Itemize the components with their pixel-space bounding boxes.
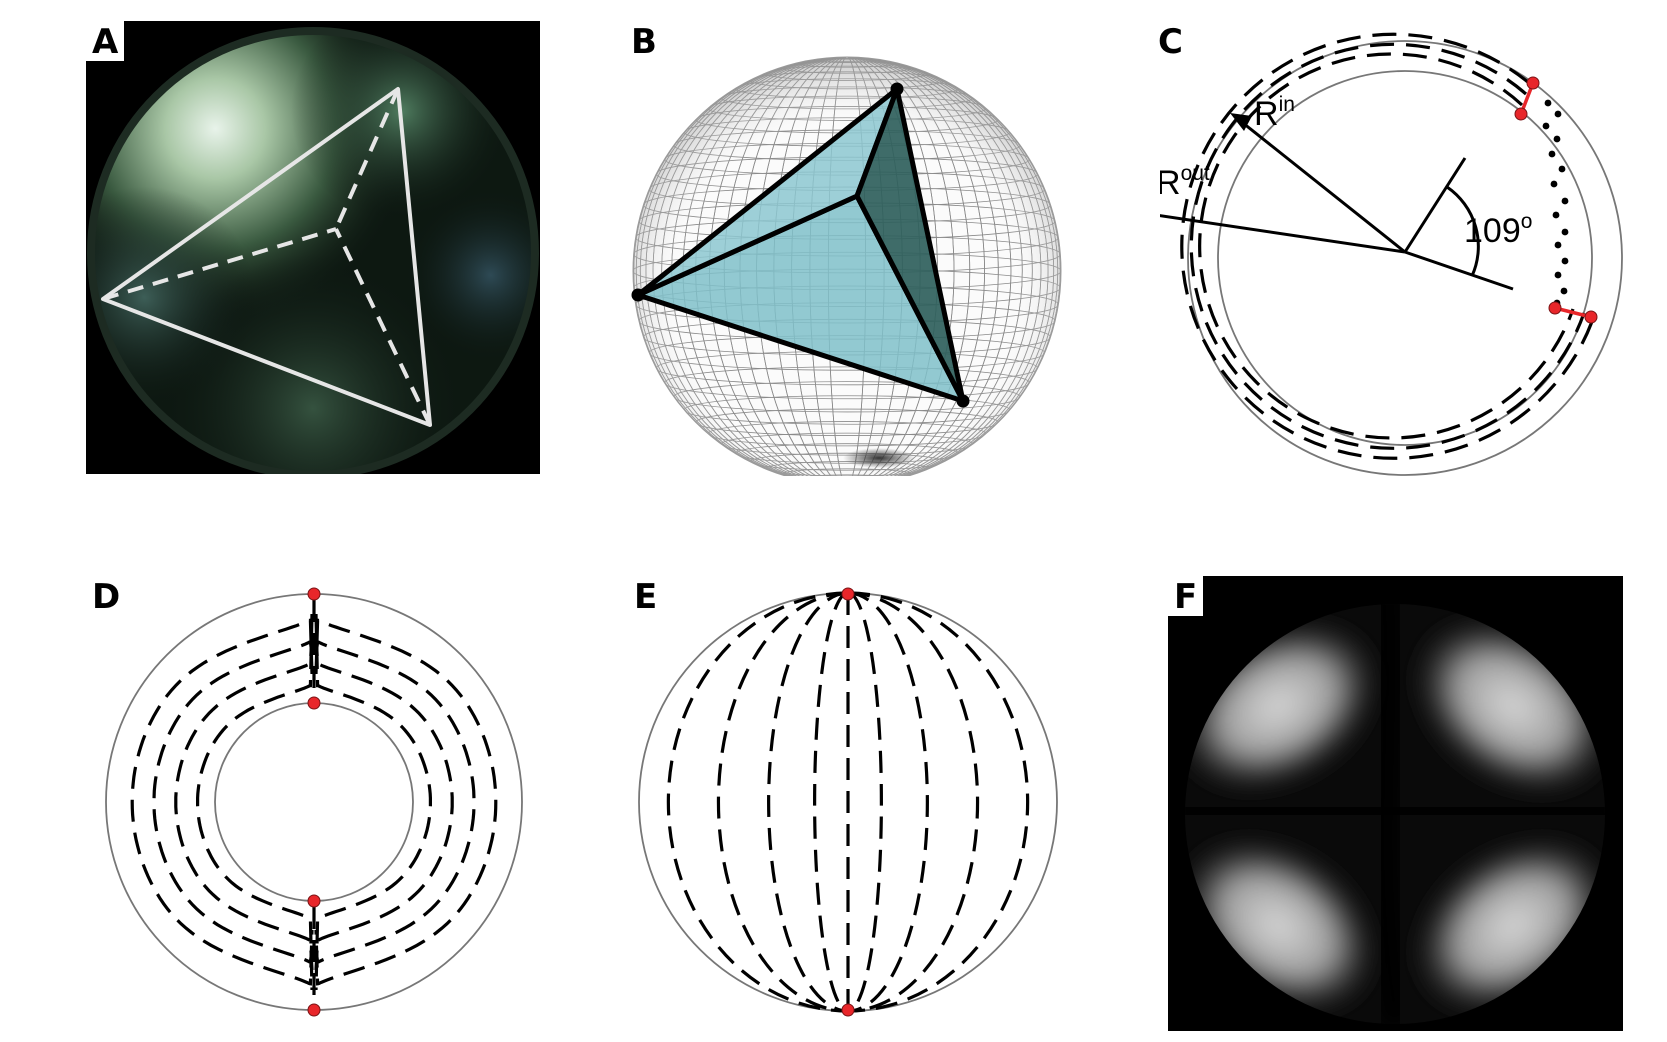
meridian-line	[847, 591, 883, 1013]
arrow-head-in	[1230, 113, 1252, 131]
director-line	[314, 640, 476, 964]
panel-a: A	[86, 21, 540, 474]
defect-segments	[1519, 82, 1592, 319]
defect-dots	[1514, 76, 1598, 324]
panel-b: B	[625, 21, 1067, 476]
meridian-line	[847, 591, 1030, 1013]
panel-f-simulation	[1168, 576, 1623, 1031]
panel-f: F	[1168, 576, 1623, 1031]
dark-brushes	[1185, 604, 1605, 1024]
director-line	[130, 618, 314, 986]
panel-d-schematic	[105, 587, 523, 1017]
meridian-line	[666, 591, 849, 1013]
tetrahedron-hidden-edges	[102, 88, 432, 426]
director-line	[196, 613, 314, 991]
panel-label-b: B	[625, 21, 663, 61]
defect-dots	[841, 587, 855, 1017]
inner-shell	[1217, 70, 1593, 446]
tetrahedron	[631, 82, 970, 408]
tetrahedron-outline	[101, 87, 432, 427]
panel-label-e: E	[628, 576, 664, 616]
panel-c: Rout Rin 109o C	[1152, 21, 1630, 476]
meridian-line	[813, 591, 849, 1013]
panel-label-a: A	[86, 21, 125, 61]
radial-dots	[1542, 99, 1569, 307]
panel-e-schematic	[638, 587, 1058, 1017]
meridian-line	[847, 591, 929, 1013]
director-line	[314, 633, 454, 971]
director-lines	[130, 600, 498, 1004]
panel-c-schematic: Rout Rin 109o	[1160, 32, 1623, 476]
panel-d: D	[86, 576, 546, 1026]
radius-arrows	[1160, 121, 1406, 254]
meridian-line	[847, 591, 980, 1013]
r-out-label: Rout	[1160, 162, 1210, 202]
defect-dots	[307, 587, 321, 1017]
director-lines	[666, 591, 1030, 1013]
outer-shell	[1187, 40, 1623, 476]
angle-label: 109o	[1464, 210, 1532, 250]
meridian-line	[767, 591, 849, 1013]
meridian-line	[716, 591, 849, 1013]
director-line	[314, 613, 432, 991]
director-line	[174, 633, 314, 971]
inner-shell	[214, 702, 414, 902]
panel-label-f: F	[1168, 576, 1204, 616]
panel-a-micrograph	[86, 21, 540, 474]
panel-label-d: D	[86, 576, 127, 616]
r-in-label: Rin	[1254, 93, 1295, 133]
panel-label-c: C	[1152, 21, 1189, 61]
director-lines	[1180, 32, 1596, 460]
panel-b-sphere	[631, 56, 1062, 476]
angle-construction	[1403, 157, 1514, 291]
director-line	[152, 640, 314, 964]
director-line	[314, 618, 498, 986]
panel-e: E	[628, 576, 1080, 1026]
